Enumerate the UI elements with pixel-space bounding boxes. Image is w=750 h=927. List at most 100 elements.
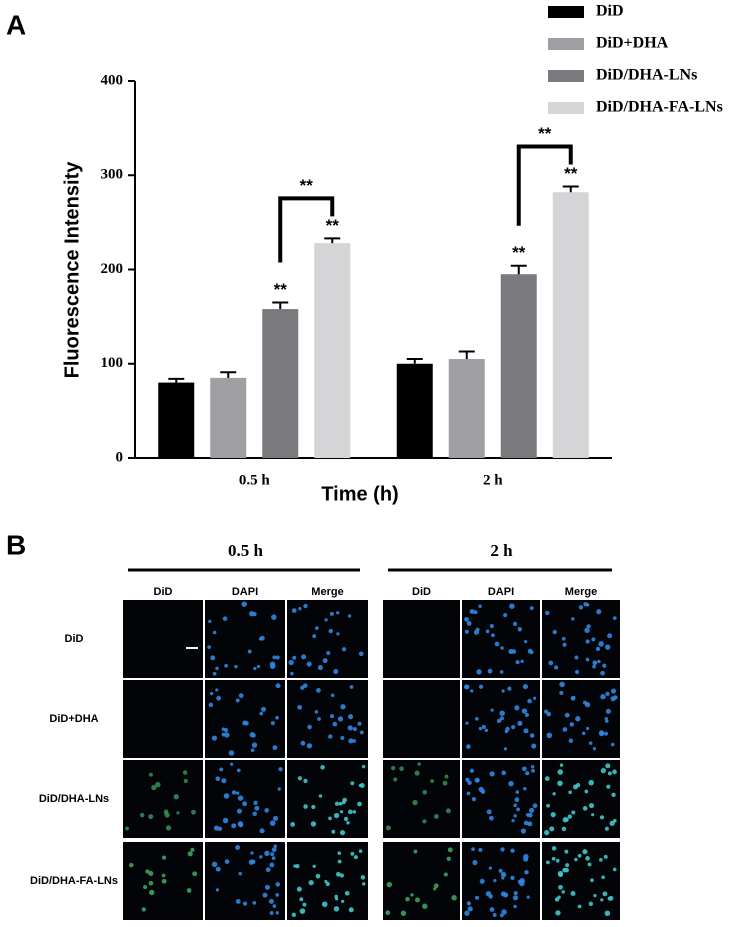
bar [210, 377, 247, 458]
cell-dot [548, 660, 554, 666]
cell-dot [306, 743, 313, 749]
cell-dot [242, 801, 248, 807]
cell-dot [253, 666, 257, 671]
cell-dot [430, 779, 435, 784]
cell-dot [324, 618, 328, 622]
error-bar [272, 301, 289, 310]
cell-dot [562, 642, 567, 647]
micrograph [542, 680, 620, 758]
cell-dot [599, 858, 603, 862]
cell-dot [413, 849, 418, 854]
cell-dot [211, 861, 218, 868]
cell-dot [350, 851, 355, 856]
cell-dot [248, 610, 255, 617]
cell-dot [275, 911, 279, 915]
cell-dot [301, 654, 307, 660]
cell-dot [555, 910, 561, 916]
cell-dot [587, 862, 592, 867]
cell-dot [215, 888, 220, 892]
cell-dot [336, 611, 340, 615]
cell-dot [515, 790, 520, 794]
cell-dot [544, 709, 549, 714]
cell-dot [348, 907, 354, 913]
y-tick-label: 300 [101, 167, 124, 183]
cell-dot [447, 847, 453, 853]
cell-dot [590, 878, 594, 883]
cell-dot [603, 854, 608, 859]
cell-dot [252, 811, 257, 817]
cell-dot [308, 880, 314, 886]
legend-swatch [548, 102, 584, 114]
cell-dot [588, 802, 595, 809]
cell-dot [357, 721, 362, 726]
cell-dot [306, 661, 312, 667]
cell-dot [250, 859, 256, 865]
cell-dot [298, 606, 302, 611]
cell-dot [571, 810, 576, 815]
cell-dot [247, 649, 252, 654]
cell-dot [501, 876, 505, 880]
cell-dot [275, 715, 279, 720]
cell-dot [303, 804, 308, 809]
cell-dot [605, 691, 610, 697]
cell-dot [568, 738, 574, 743]
bar [448, 359, 485, 458]
bar [552, 192, 589, 458]
cell-dot [275, 882, 281, 887]
micrograph [287, 760, 368, 838]
cell-dot [297, 776, 302, 781]
cell-dot [582, 849, 588, 855]
cell-dot [604, 644, 611, 650]
cell-dot [503, 612, 508, 618]
micrograph [383, 760, 460, 838]
cell-dot [610, 688, 617, 694]
cell-dot [478, 847, 483, 852]
cell-dot [234, 664, 238, 669]
cell-dot [558, 884, 563, 890]
cell-dot [358, 849, 363, 853]
cell-dot [278, 767, 283, 772]
cell-dot [485, 629, 490, 634]
cell-dot [599, 815, 605, 820]
cell-dot [592, 747, 597, 751]
cell-dot [273, 844, 278, 848]
cell-dot [250, 748, 255, 753]
cell-dot [346, 821, 350, 825]
cell-dot [586, 624, 591, 629]
cell-dot [148, 880, 154, 886]
cell-dot [256, 664, 261, 669]
cell-dot [238, 871, 243, 876]
cell-dot [503, 892, 509, 898]
cell-dot [337, 851, 342, 855]
cell-dot [469, 609, 475, 615]
cell-dot [525, 813, 530, 817]
cell-dot [270, 721, 275, 726]
cell-dot [581, 731, 586, 736]
cell-dot [478, 604, 482, 609]
micrograph [383, 600, 460, 678]
cell-dot [501, 689, 505, 693]
cell-dot [342, 797, 347, 803]
cell-dot [165, 825, 172, 831]
cell-dot [604, 717, 608, 721]
column-header: Merge [565, 586, 597, 598]
cell-dot [315, 873, 321, 879]
cell-dot [223, 728, 229, 733]
cell-dot [444, 774, 449, 779]
cell-dot [544, 830, 550, 836]
micrograph [383, 842, 460, 920]
micrograph [287, 680, 368, 758]
micrograph [123, 680, 203, 758]
cell-dot [501, 909, 507, 915]
cell-dot [353, 855, 358, 860]
cell-dot [361, 882, 366, 886]
cell-dot [485, 891, 492, 897]
legend-label: DiD/DHA-FA-LNs [596, 99, 723, 116]
cell-dot [348, 714, 354, 720]
cell-dot [481, 724, 486, 729]
cell-dot [358, 651, 364, 657]
cell-dot [559, 681, 565, 688]
micrograph [462, 842, 540, 920]
cell-dot [572, 784, 579, 790]
legend-label: DiD [596, 3, 624, 20]
